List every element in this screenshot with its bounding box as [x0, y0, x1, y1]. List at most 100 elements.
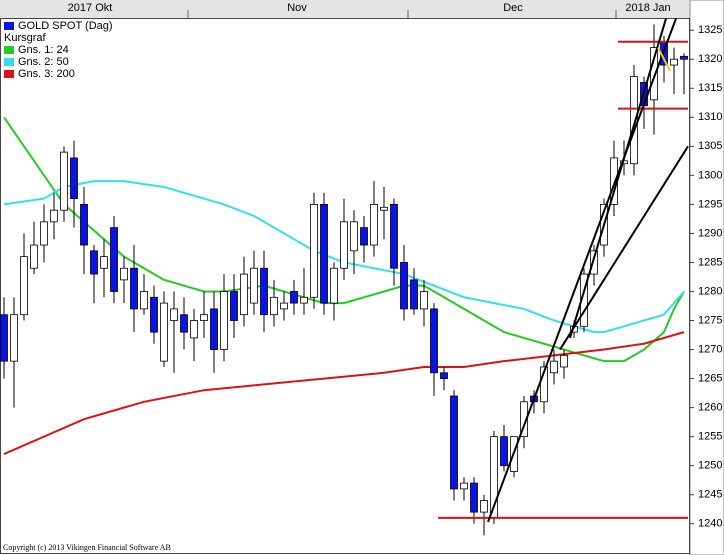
candle-body	[460, 482, 468, 490]
candle-body	[190, 320, 198, 339]
y-tick-label: 1310	[698, 111, 722, 123]
candle-body	[470, 482, 478, 513]
y-tick-label: 1245	[698, 489, 722, 501]
legend-label: Gns. 1: 24	[18, 44, 69, 56]
candle-body	[60, 151, 68, 211]
candle-body	[30, 244, 38, 269]
candle-body	[670, 58, 678, 66]
candle-body	[350, 221, 358, 252]
candle-body	[540, 366, 548, 403]
trend-line	[657, 47, 671, 72]
legend-swatch	[4, 46, 14, 54]
copyright: Copyright (c) 2013 Vikingen Financial So…	[3, 543, 171, 552]
candle-body	[330, 267, 338, 304]
candle-body	[340, 221, 348, 269]
candle-body	[270, 296, 278, 316]
candle-body	[160, 302, 168, 362]
legend-label: Gns. 3: 200	[18, 68, 75, 80]
candle-body	[110, 227, 118, 292]
candle-body	[210, 308, 218, 350]
candle-body	[50, 209, 58, 223]
y-tick-label: 1260	[698, 402, 722, 414]
candle-body	[150, 296, 158, 333]
candle-body	[590, 250, 598, 275]
moving-average	[3, 331, 685, 455]
candle-body	[80, 203, 88, 246]
candle-body	[450, 395, 458, 490]
y-tick-label: 1240	[698, 518, 722, 530]
candle-body	[40, 221, 48, 246]
candle-body	[650, 47, 658, 101]
y-tick-label: 1290	[698, 227, 722, 239]
candle-body	[240, 273, 248, 316]
y-tick-label: 1255	[698, 431, 722, 443]
legend-swatch	[4, 58, 14, 66]
y-tick-label: 1295	[698, 198, 722, 210]
y-tick-label: 1315	[698, 82, 722, 94]
candle-body	[320, 203, 328, 304]
candle-body	[410, 279, 418, 310]
candle-body	[380, 206, 388, 211]
candle-body	[390, 203, 398, 269]
candle-body	[90, 250, 98, 275]
candle-body	[430, 308, 438, 374]
candle-body	[280, 302, 288, 310]
trend-line	[487, 18, 677, 523]
time-strip	[0, 0, 690, 18]
candle-body	[440, 372, 448, 379]
y-tick-label: 1250	[698, 460, 722, 472]
candle-body	[70, 157, 78, 199]
trend-line	[569, 18, 667, 339]
candle-body	[200, 314, 208, 321]
plot-frame	[0, 18, 690, 554]
candle-body	[220, 291, 228, 350]
candle-body	[140, 291, 148, 310]
candle-body	[520, 401, 528, 438]
y-tick-label: 1325	[698, 24, 722, 36]
x-tick-label: 2018 Jan	[625, 2, 670, 14]
candle-body	[10, 314, 18, 362]
candle-body	[300, 296, 308, 304]
legend-label: Gns. 2: 50	[18, 56, 69, 68]
candle-body	[120, 267, 128, 281]
legend-swatch	[4, 22, 14, 30]
candle-body	[500, 436, 508, 467]
y-tick-label: 1265	[698, 372, 722, 384]
candle-body	[680, 55, 688, 60]
candle-body	[550, 360, 558, 374]
trend-line	[559, 145, 689, 351]
y-tick-label: 1305	[698, 140, 722, 152]
x-tick-label: Nov	[287, 2, 307, 14]
candle-body	[130, 267, 138, 310]
candle-body	[230, 291, 238, 321]
candle-body	[290, 291, 298, 304]
y-tick-label: 1285	[698, 256, 722, 268]
price-axis	[689, 0, 724, 555]
candle-body	[170, 308, 178, 321]
candle-body	[20, 256, 28, 316]
candle-body	[100, 256, 108, 269]
y-tick-label: 1270	[698, 343, 722, 355]
y-tick-label: 1300	[698, 169, 722, 181]
x-tick-label: Dec	[503, 2, 523, 14]
candle-body	[260, 267, 268, 316]
candle-body	[250, 267, 258, 304]
candle-body	[0, 314, 8, 362]
y-tick-label: 1275	[698, 314, 722, 326]
x-tick-label: 2017 Okt	[68, 2, 113, 14]
legend-label: GOLD SPOT (Dag)	[18, 20, 113, 32]
candle-body	[420, 291, 428, 310]
candle-body	[310, 203, 318, 298]
candle-body	[370, 203, 378, 246]
legend-swatch	[4, 70, 14, 78]
candle-body	[480, 500, 488, 513]
y-tick-label: 1280	[698, 285, 722, 297]
legend-note: Kursgraf	[4, 32, 47, 44]
candle-body	[560, 354, 568, 368]
candle-body	[360, 227, 368, 246]
y-tick-label: 1320	[698, 53, 722, 65]
candle-body	[400, 262, 408, 310]
candle-body	[180, 314, 188, 333]
